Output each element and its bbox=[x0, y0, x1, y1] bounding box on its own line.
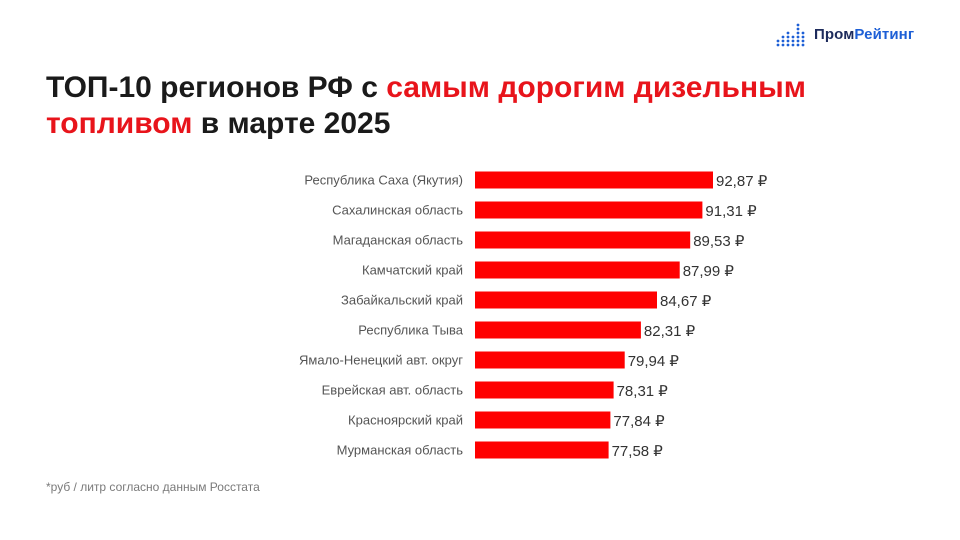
bar bbox=[475, 351, 625, 369]
bar-chart-icon bbox=[776, 23, 805, 47]
category-label: Камчатский край bbox=[362, 263, 463, 278]
bar bbox=[475, 201, 703, 219]
bar bbox=[475, 321, 641, 339]
value-label: 89,53 ₽ bbox=[693, 233, 745, 250]
bar-chart: Республика Саха (Якутия) 92,87 ₽ Сахалинск… bbox=[299, 171, 768, 460]
brand-name-part2: Рейтинг bbox=[854, 25, 915, 43]
chart-title: ТОП-10 регионов РФ с самым дорогим дизел… bbox=[46, 70, 926, 142]
category-label: Сахалинская область bbox=[332, 203, 463, 218]
value-label: 92,87 ₽ bbox=[716, 173, 768, 190]
bar bbox=[475, 441, 609, 459]
brand-name: ПромРейтинг bbox=[814, 26, 914, 43]
value-label: 82,31 ₽ bbox=[644, 323, 696, 340]
title-part2: в марте 2025 bbox=[192, 107, 391, 140]
bar bbox=[475, 411, 611, 429]
value-label: 77,58 ₽ bbox=[612, 443, 664, 460]
bar bbox=[475, 171, 713, 189]
brand-logo: ПромРейтинг bbox=[776, 20, 914, 48]
bar bbox=[475, 291, 657, 309]
category-label: Магаданская область bbox=[333, 233, 464, 248]
category-label: Республика Тыва bbox=[358, 323, 464, 338]
category-label: Забайкальский край bbox=[341, 293, 463, 308]
footnote: *руб / литр согласно данным Росстата bbox=[46, 480, 260, 494]
value-label: 87,99 ₽ bbox=[683, 263, 735, 280]
title-part1: ТОП-10 регионов РФ с bbox=[46, 71, 387, 104]
category-label: Красноярский край bbox=[348, 413, 463, 428]
category-label: Республика Саха (Якутия) bbox=[304, 173, 463, 188]
category-label: Мурманская область bbox=[337, 443, 464, 458]
brand-name-part1: Пром bbox=[814, 25, 855, 43]
value-label: 78,31 ₽ bbox=[617, 383, 669, 400]
category-label: Ямало-Ненецкий авт. округ bbox=[299, 353, 463, 368]
value-label: 84,67 ₽ bbox=[660, 293, 712, 310]
value-label: 91,31 ₽ bbox=[705, 203, 757, 220]
value-label: 79,94 ₽ bbox=[628, 353, 680, 370]
bar bbox=[475, 261, 680, 279]
bar bbox=[475, 381, 614, 399]
value-label: 77,84 ₽ bbox=[613, 413, 665, 430]
title-highlight2: топливом bbox=[46, 107, 193, 140]
category-label: Еврейская авт. область bbox=[322, 383, 464, 398]
title-highlight1: самым дорогим дизельным bbox=[386, 71, 806, 104]
bar bbox=[475, 231, 691, 249]
